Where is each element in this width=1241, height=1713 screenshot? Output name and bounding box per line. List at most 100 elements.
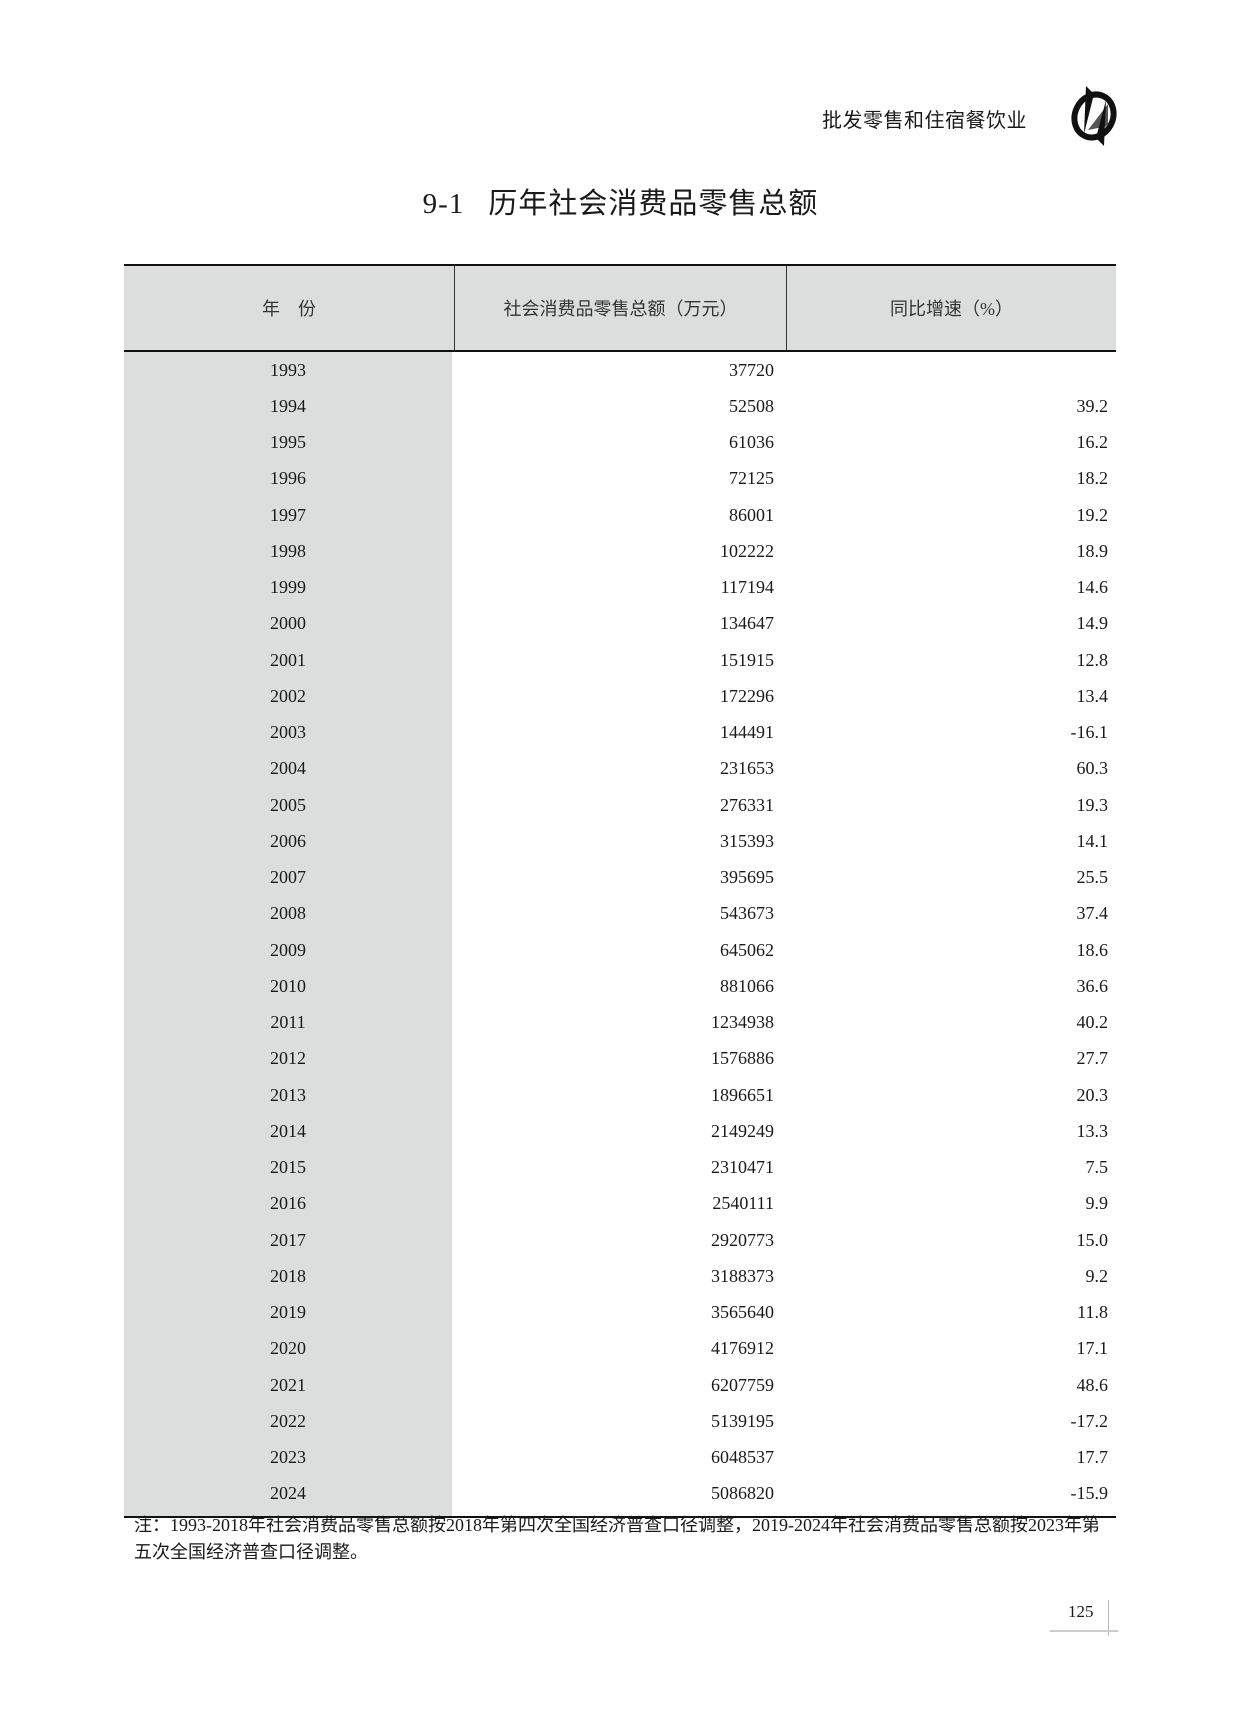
- growth-cell: 18.2: [1076, 468, 1109, 489]
- retail-sales-cell: 5139195: [711, 1410, 774, 1431]
- year-cell: 2023: [270, 1447, 306, 1468]
- table-row: 2019 3565640 11.8: [124, 1295, 1116, 1331]
- page-title: 9-1 历年社会消费品零售总额: [0, 180, 1241, 222]
- growth-cell: 17.7: [1076, 1447, 1109, 1468]
- retail-sales-cell: 117194: [720, 577, 774, 598]
- year-cell: 2005: [270, 794, 306, 815]
- table-row: 1997 86001 19.2: [124, 497, 1116, 533]
- year-cell: 2011: [270, 1012, 306, 1033]
- retail-sales-cell: 543673: [720, 903, 774, 924]
- table-row: 2006 315393 14.1: [124, 823, 1116, 859]
- year-cell: 2015: [270, 1157, 306, 1178]
- retail-sales-cell: 2920773: [711, 1229, 774, 1250]
- retail-sales-cell: 395695: [720, 867, 774, 888]
- growth-cell: 39.2: [1076, 395, 1109, 416]
- growth-cell: 18.6: [1076, 939, 1109, 960]
- retail-sales-cell: 6207759: [711, 1374, 774, 1395]
- table-row: 1999 117194 14.6: [124, 570, 1116, 606]
- table-row: 2005 276331 19.3: [124, 787, 1116, 823]
- growth-cell: 17.1: [1076, 1338, 1109, 1359]
- table-row: 2004 231653 60.3: [124, 751, 1116, 787]
- retail-sales-cell: 3565640: [711, 1302, 774, 1323]
- year-cell: 1996: [270, 468, 306, 489]
- growth-cell: 18.9: [1076, 540, 1109, 561]
- growth-cell: 27.7: [1076, 1048, 1109, 1069]
- growth-cell: 37.4: [1076, 903, 1109, 924]
- table-row: 2003 144491 -16.1: [124, 715, 1116, 751]
- year-cell: 2004: [270, 758, 306, 779]
- retail-sales-cell: 5086820: [711, 1483, 774, 1504]
- year-cell: 1999: [270, 577, 306, 598]
- growth-cell: 40.2: [1076, 1012, 1109, 1033]
- year-cell: 2013: [270, 1084, 306, 1105]
- table-row: 1998 102222 18.9: [124, 533, 1116, 569]
- year-cell: 1993: [270, 359, 306, 380]
- table-row: 2020 4176912 17.1: [124, 1331, 1116, 1367]
- year-cell: 1994: [270, 395, 306, 416]
- year-cell: 2006: [270, 830, 306, 851]
- retail-sales-cell: 1576886: [711, 1048, 774, 1069]
- retail-sales-cell: 144491: [720, 722, 774, 743]
- table-row: 1994 52508 39.2: [124, 388, 1116, 424]
- year-cell: 2000: [270, 613, 306, 634]
- table-row: 2015 2310471 7.5: [124, 1150, 1116, 1186]
- table-number: 9-1: [422, 188, 465, 220]
- retail-sales-cell: 315393: [720, 830, 774, 851]
- year-cell: 2010: [270, 975, 306, 996]
- retail-sales-cell: 2310471: [711, 1157, 774, 1178]
- growth-cell: 11.8: [1077, 1302, 1108, 1323]
- column-header-growth: 同比增速（%）: [890, 299, 1013, 319]
- table-row: 2021 6207759 48.6: [124, 1367, 1116, 1403]
- table-row: 2009 645062 18.6: [124, 932, 1116, 968]
- retail-sales-cell: 2149249: [711, 1120, 774, 1141]
- table-row: 2010 881066 36.6: [124, 968, 1116, 1004]
- growth-cell: 13.4: [1076, 685, 1109, 706]
- retail-sales-cell: 1896651: [711, 1084, 774, 1105]
- table-row: 2023 6048537 17.7: [124, 1440, 1116, 1476]
- year-cell: 2001: [270, 649, 306, 670]
- year-cell: 2024: [270, 1483, 306, 1504]
- data-table: 年 份 社会消费品零售总额（万元） 同比增速（%） 1993 37720 1994 5…: [124, 264, 1116, 1518]
- retail-sales-cell: 4176912: [711, 1338, 774, 1359]
- year-cell: 2012: [270, 1048, 306, 1069]
- year-cell: 2018: [270, 1265, 306, 1286]
- retail-sales-cell: 134647: [720, 613, 774, 634]
- growth-cell: 16.2: [1076, 432, 1109, 453]
- growth-cell: -16.1: [1070, 722, 1109, 743]
- retail-sales-cell: 276331: [720, 794, 774, 815]
- table-row: 2002 172296 13.4: [124, 678, 1116, 714]
- retail-sales-cell: 151915: [720, 649, 774, 670]
- table-row: 2011 1234938 40.2: [124, 1005, 1116, 1041]
- section-name: 批发零售和住宿餐饮业: [822, 110, 1027, 132]
- retail-sales-cell: 102222: [720, 540, 774, 561]
- page-number: 125: [1068, 1602, 1094, 1621]
- table-row: 2017 2920773 15.0: [124, 1222, 1116, 1258]
- retail-sales-cell: 3188373: [711, 1265, 774, 1286]
- growth-cell: 19.3: [1076, 794, 1109, 815]
- growth-cell: 48.6: [1076, 1374, 1109, 1395]
- retail-sales-cell: 86001: [729, 504, 774, 525]
- growth-cell: 7.5: [1085, 1157, 1109, 1178]
- page-number-divider: [1108, 1600, 1109, 1636]
- table-note: 注：1993-2018年社会消费品零售总额按2018年第四次全国经济普查口径调整…: [134, 1515, 1100, 1562]
- growth-cell: -17.2: [1070, 1410, 1109, 1431]
- column-header-retail-sales: 社会消费品零售总额（万元）: [455, 266, 787, 350]
- table-row: 1993 37720: [124, 352, 1116, 388]
- table-row: 2022 5139195 -17.2: [124, 1403, 1116, 1439]
- table-title: 历年社会消费品零售总额: [488, 188, 819, 220]
- growth-cell: 9.2: [1085, 1265, 1109, 1286]
- table-row: 2000 134647 14.9: [124, 606, 1116, 642]
- year-cell: 1995: [270, 432, 306, 453]
- growth-cell: 12.8: [1076, 649, 1109, 670]
- retail-sales-cell: 1234938: [711, 1012, 774, 1033]
- table-row: 2014 2149249 13.3: [124, 1113, 1116, 1149]
- retail-sales-cell: 881066: [720, 975, 774, 996]
- year-cell: 2007: [270, 867, 306, 888]
- retail-sales-cell: 52508: [729, 395, 774, 416]
- table-row: 2013 1896651 20.3: [124, 1077, 1116, 1113]
- retail-sales-cell: 172296: [720, 685, 774, 706]
- year-cell: 1997: [270, 504, 306, 525]
- growth-cell: 13.3: [1076, 1120, 1109, 1141]
- growth-cell: 9.9: [1085, 1193, 1109, 1214]
- year-cell: 2009: [270, 939, 306, 960]
